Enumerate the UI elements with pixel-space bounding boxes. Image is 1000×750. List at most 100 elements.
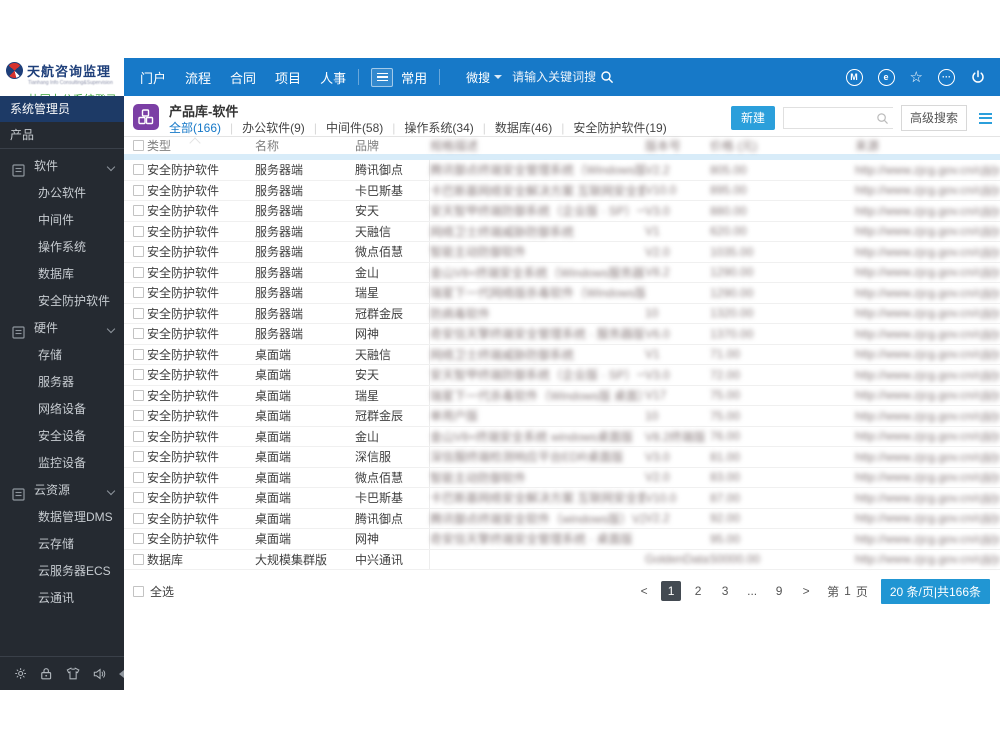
table-row[interactable]: 安全防护软件 服务器端 冠群金辰 防病毒软件 10 1320.00 http:/… [124,303,1000,324]
page-jump-number[interactable]: 1 [844,584,851,598]
row-checkbox[interactable] [133,266,144,278]
column-header-source[interactable]: 来源 [855,139,880,153]
select-all-header-checkbox[interactable] [133,140,144,151]
sidebar-item[interactable]: 硬件 [0,315,124,342]
table-row[interactable]: 安全防护软件 桌面端 瑞星 瑞星下一代杀毒软件（Windows版 桌面） V17… [124,385,1000,406]
sidebar-item[interactable]: 监控设备 [0,450,124,477]
sidebar-item[interactable]: 存储 [0,342,124,369]
row-checkbox[interactable] [133,451,144,463]
table-row[interactable]: 数据库 大规模集群版 中兴通讯 GoldenData s... 50000.00… [124,549,1000,570]
new-button[interactable]: 新建 [730,106,775,130]
row-checkbox[interactable] [133,369,144,381]
page-button[interactable]: 2 [694,584,702,598]
power-logout-icon[interactable] [970,69,986,85]
table-row[interactable]: 安全防护软件 桌面端 网神 奇安信天擎终端安全管理系统 · 桌面版 95.00 … [124,529,1000,550]
sidebar-item[interactable]: 云存储 [0,531,124,558]
sidebar-item[interactable]: 安全设备 [0,423,124,450]
sidebar-item[interactable]: 数据库 [0,261,124,288]
row-checkbox[interactable] [133,348,144,360]
table-row[interactable]: 安全防护软件 桌面端 天融信 网络卫士终端威胁防御系统 V1 71.00 htt… [124,344,1000,365]
table-search-input[interactable] [783,111,876,125]
table-row[interactable]: 安全防护软件 服务器端 安天 安天智甲终端防御系统（企业版 · SP）一年升级 … [124,201,1000,222]
table-row[interactable]: 安全防护软件 服务器端 微点佰慧 智能主动防御软件 V2.0 1035.00 h… [124,242,1000,263]
collapse-arrow-icon[interactable] [119,669,124,678]
table-row[interactable]: 安全防护软件 桌面端 冠群金辰 单用户版 10 75.00 http://www… [124,406,1000,427]
m-app-icon[interactable]: M [845,68,863,86]
select-all-checkbox[interactable] [133,585,144,597]
user-role-bar[interactable]: 系统管理员 [0,96,124,122]
page-button[interactable]: 9 [775,584,783,598]
sidebar-item[interactable]: 办公软件 [0,180,124,207]
hamburger-menu-icon[interactable] [371,67,394,87]
global-search-input[interactable] [512,70,601,84]
lock-icon[interactable] [40,666,52,681]
theme-shirt-icon[interactable] [66,666,80,681]
nav-item[interactable]: 项目 [275,70,302,86]
row-checkbox[interactable] [133,471,144,483]
message-icon[interactable]: e [877,68,895,86]
column-header-name[interactable]: 名称 [255,139,280,153]
page-button[interactable]: < [640,584,648,598]
tab-category[interactable]: 办公软件(9) [242,121,305,135]
page-size-summary-badge[interactable]: 20 条/页|共166条 [880,578,990,604]
table-row[interactable]: 安全防护软件 服务器端 网神 奇安信天擎终端安全管理系统 · 服务器版 V6.0… [124,324,1000,345]
nav-item[interactable]: 人事 [320,70,347,86]
table-row[interactable]: 安全防护软件 服务器端 瑞星 瑞星下一代网络版杀毒软件（Windows版 服..… [124,283,1000,304]
sidebar-item[interactable]: 云服务器ECS [0,558,124,585]
more-options-icon[interactable]: ··· [938,68,955,86]
column-header-brand[interactable]: 品牌 [355,139,380,153]
table-row[interactable]: 安全防护软件 服务器端 腾讯御点 腾讯御点终端安全管理系统（Windows版） … [124,160,1000,181]
sidebar-item[interactable]: 操作系统 [0,234,124,261]
sidebar-item[interactable]: 服务器 [0,369,124,396]
table-row[interactable]: 安全防护软件 服务器端 金山 金山V8+终端安全系统（Windows服务器版） … [124,262,1000,283]
table-row[interactable]: 安全防护软件 桌面端 微点佰慧 智能主动防御软件 V2.0 83.00 http… [124,467,1000,488]
nav-item[interactable]: 合同 [230,70,257,86]
nav-item-common[interactable]: 常用 [401,70,428,86]
advanced-search-button[interactable]: 高级搜索 [900,105,967,131]
table-row[interactable]: 安全防护软件 服务器端 卡巴斯基 卡巴斯基网络安全解决方案 互联网安全套装 标.… [124,180,1000,201]
nav-item[interactable]: 流程 [185,70,212,86]
nav-item[interactable]: 门户 [140,70,167,86]
row-checkbox[interactable] [133,307,144,319]
page-button[interactable]: 1 [661,581,682,601]
column-header-version[interactable]: 版本号 [645,139,682,153]
page-button[interactable]: ... [747,584,758,598]
row-checkbox[interactable] [133,328,144,340]
page-button[interactable]: 3 [721,584,729,598]
table-row[interactable]: 安全防护软件 桌面端 腾讯御点 腾讯御点终端安全软件（windows版）V2.2… [124,508,1000,529]
row-checkbox[interactable] [133,512,144,524]
row-checkbox[interactable] [133,287,144,299]
settings-gear-icon[interactable] [14,666,27,681]
sidebar-item[interactable]: 数据管理DMS [0,504,124,531]
row-checkbox[interactable] [133,553,144,565]
favorites-star-icon[interactable]: ☆ [909,68,923,86]
sidebar-item[interactable]: 中间件 [0,207,124,234]
sidebar-item[interactable]: 安全防护软件 [0,288,124,315]
list-view-icon[interactable] [979,112,992,124]
row-checkbox[interactable] [133,533,144,545]
sidebar-module-product[interactable]: 产品 [0,122,124,149]
table-row[interactable]: 安全防护软件 服务器端 天融信 网络卫士终端威胁防御系统 V1 620.00 h… [124,221,1000,242]
column-header-type[interactable]: 类型 [147,139,172,153]
speaker-volume-icon[interactable] [93,667,106,681]
tab-category[interactable]: 数据库(46) [494,121,553,135]
sidebar-item[interactable]: 云资源 [0,477,124,504]
row-checkbox[interactable] [133,410,144,422]
row-checkbox[interactable] [133,205,144,217]
row-checkbox[interactable] [133,164,144,176]
search-icon[interactable] [876,112,889,125]
table-row[interactable]: 安全防护软件 桌面端 安天 安天智甲终端防御系统（企业版 · SP）一年升级 V… [124,365,1000,386]
column-header-spec[interactable]: 规格描述 [430,139,479,153]
search-icon[interactable] [600,70,614,84]
table-row[interactable]: 安全防护软件 桌面端 深信服 深信服终端检测响应平台EDR桌面版 V3.0 81… [124,447,1000,468]
sidebar-item[interactable]: 云通讯 [0,585,124,612]
tab-category[interactable]: 操作系统(34) [404,121,474,135]
row-checkbox[interactable] [133,430,144,442]
sidebar-item[interactable]: 软件 [0,153,124,180]
search-scope-dropdown[interactable]: 微搜 [466,69,503,86]
tab-category[interactable]: 中间件(58) [325,121,384,135]
row-checkbox[interactable] [133,225,144,237]
row-checkbox[interactable] [133,492,144,504]
sidebar-item[interactable]: 网络设备 [0,396,124,423]
table-row[interactable]: 安全防护软件 桌面端 卡巴斯基 卡巴斯基网络安全解决方案 互联网安全套装 + 0… [124,488,1000,509]
